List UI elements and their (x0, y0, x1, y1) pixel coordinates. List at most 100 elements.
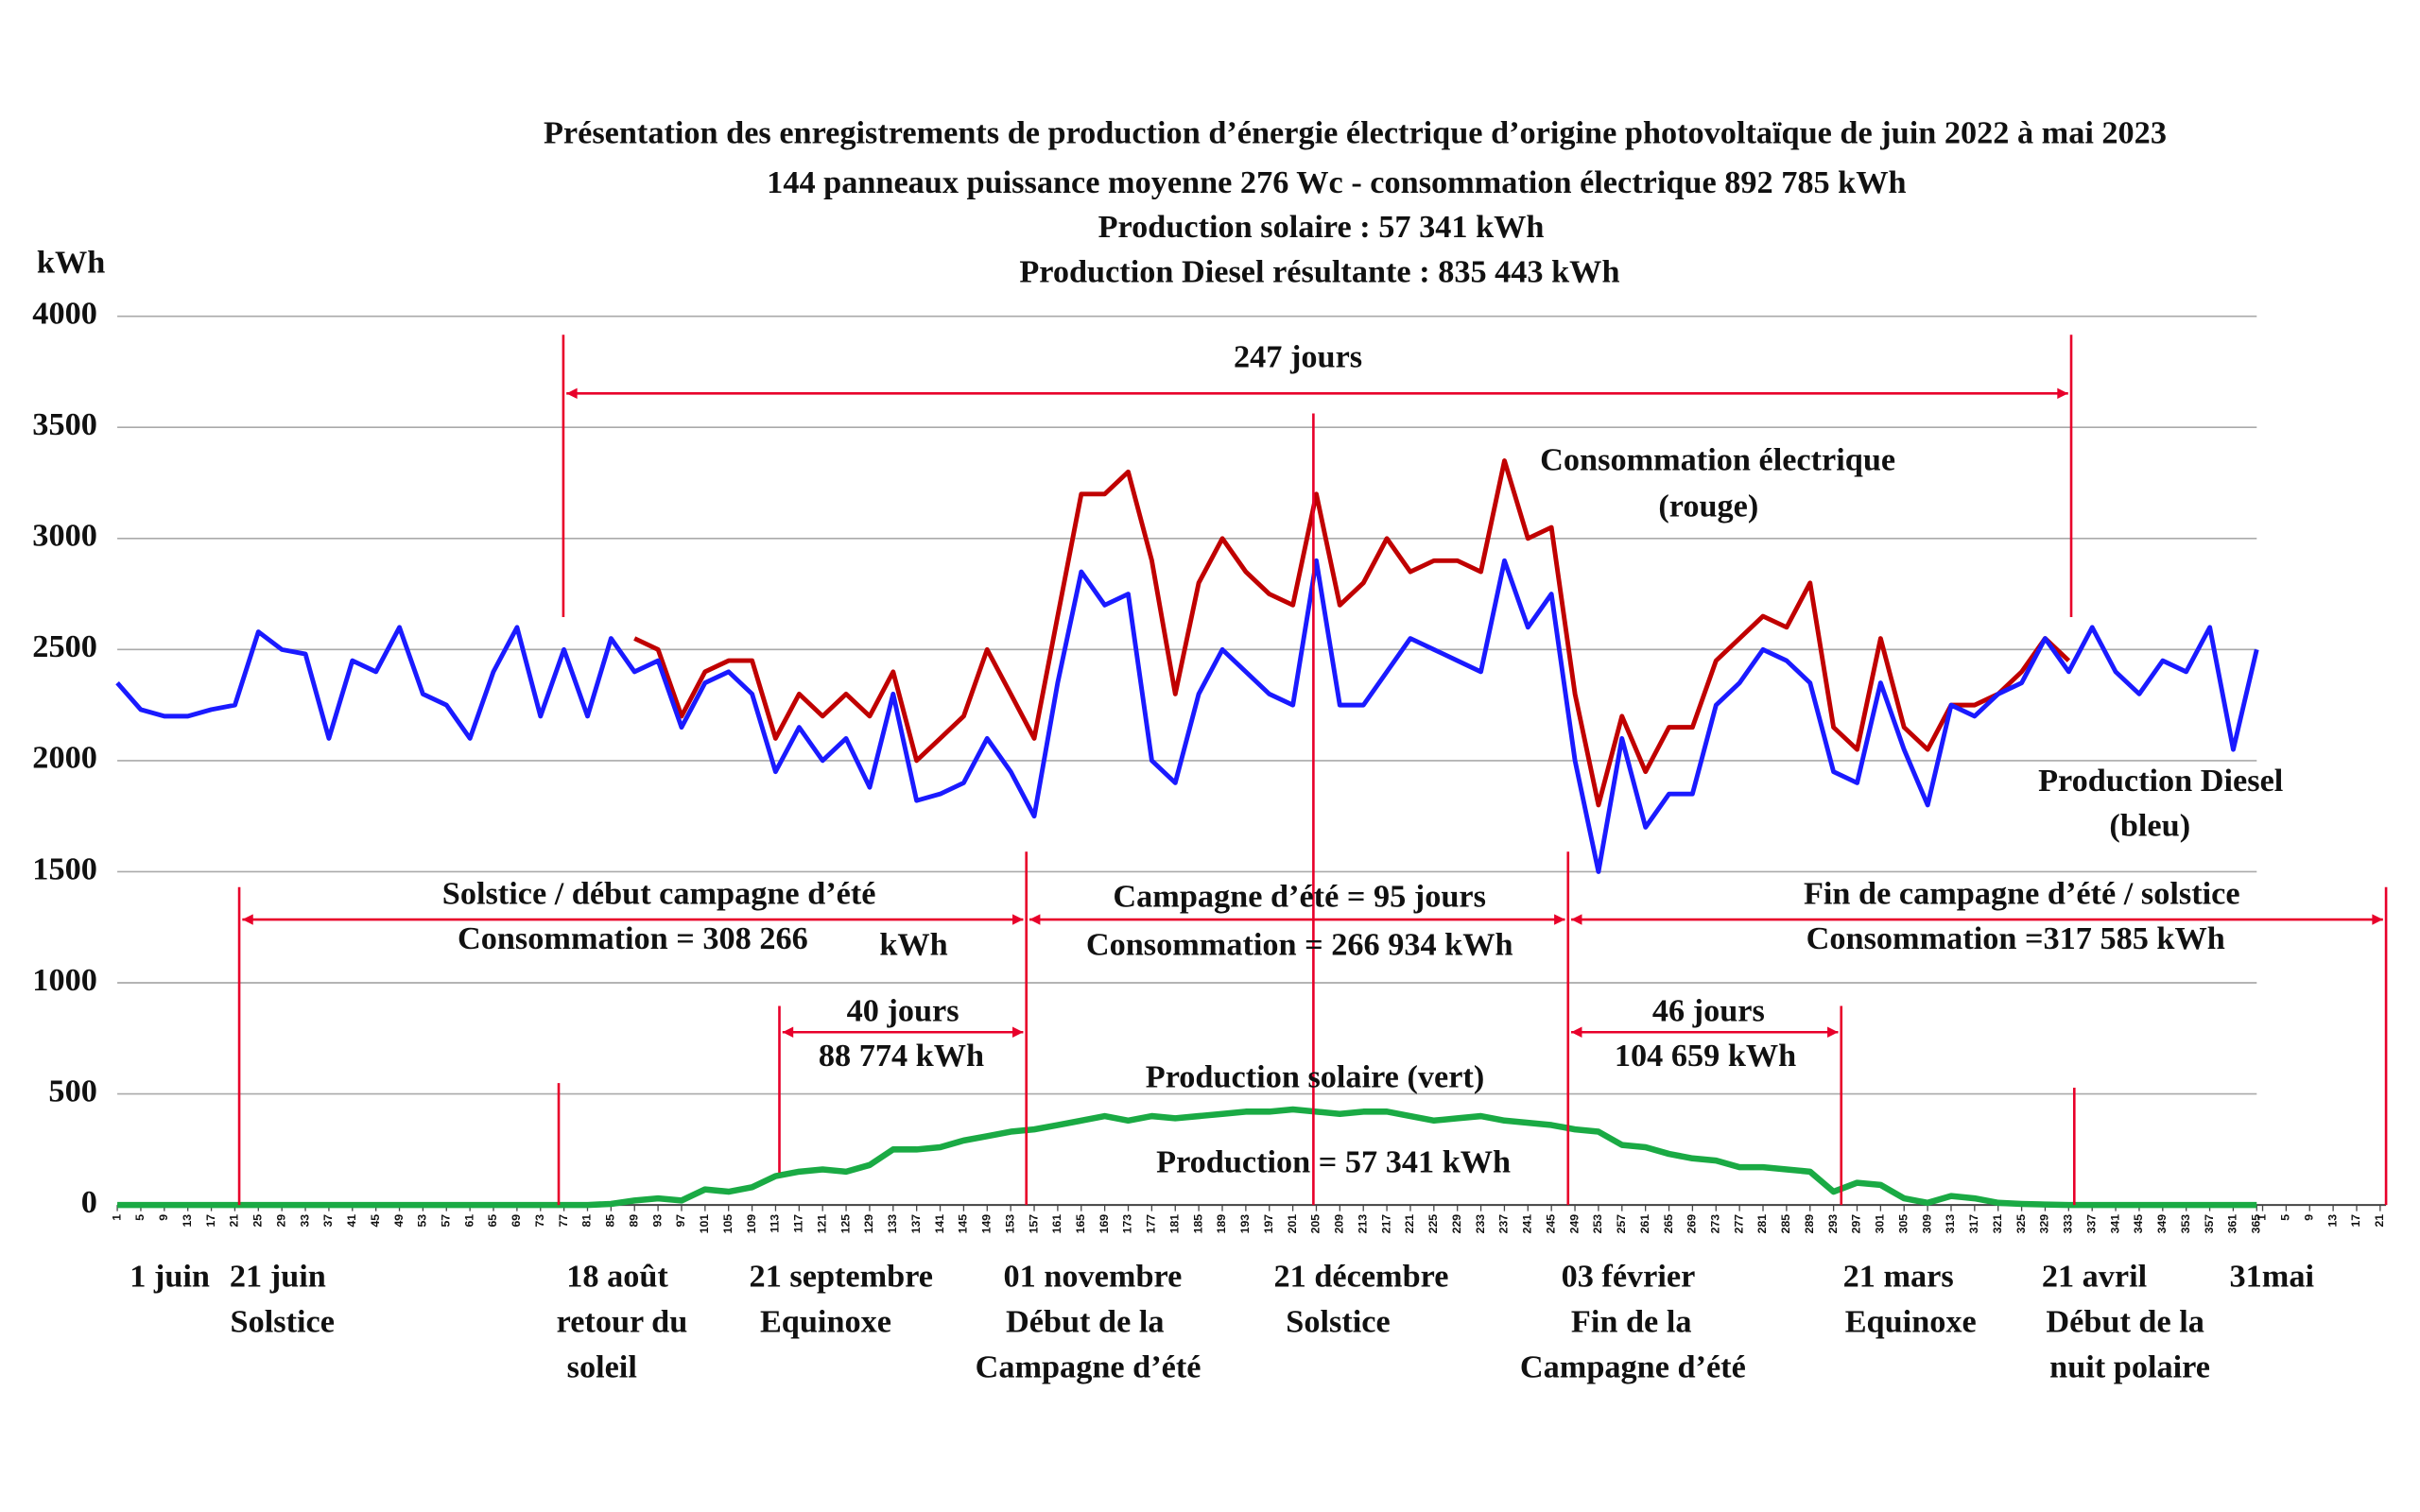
subtitle: 144 panneaux puissance moyenne 276 Wc - … (767, 164, 1906, 200)
x-tick-label: 105 (721, 1214, 735, 1234)
x-tick-label: 133 (886, 1214, 899, 1234)
x-tick-label: 17 (2349, 1214, 2362, 1228)
date-label: Solstice (231, 1303, 335, 1339)
x-tick-label: 201 (1286, 1214, 1299, 1234)
x-tick-label: 77 (557, 1214, 570, 1228)
x-tick-label: 5 (2279, 1214, 2292, 1221)
annotation: 104 659 kWh (1615, 1038, 1796, 1074)
annotation: Solstice / début campagne d’été (442, 875, 876, 911)
date-label: 31mai (2230, 1258, 2315, 1294)
annotation: 88 774 kWh (819, 1038, 984, 1074)
x-tick-label: 285 (1779, 1214, 1792, 1234)
x-tick-label: 69 (510, 1214, 523, 1228)
y-tick-label: 1000 (32, 962, 97, 998)
x-tick-label: 1 (2256, 1214, 2269, 1221)
x-tick-label: 289 (1803, 1214, 1816, 1234)
x-tick-label: 269 (1685, 1214, 1699, 1234)
y-tick-label: 3500 (32, 406, 97, 442)
x-tick-label: 117 (792, 1214, 805, 1233)
date-label: Equinoxe (1845, 1303, 1977, 1339)
x-tick-label: 293 (1826, 1214, 1840, 1234)
x-tick-label: 357 (2203, 1214, 2216, 1234)
x-tick-label: 181 (1167, 1214, 1181, 1234)
x-tick-label: 209 (1333, 1214, 1346, 1234)
x-tick-label: 261 (1638, 1214, 1651, 1234)
x-tick-label: 241 (1521, 1214, 1534, 1234)
x-tick-label: 345 (2132, 1214, 2145, 1234)
x-tick-label: 281 (1755, 1214, 1769, 1234)
x-tick-label: 113 (769, 1214, 782, 1233)
x-tick-label: 329 (2038, 1214, 2051, 1234)
x-tick-label: 317 (1967, 1214, 1980, 1234)
x-tick-label: 45 (369, 1214, 382, 1228)
date-label: 21 septembre (750, 1258, 933, 1294)
date-label: retour du (557, 1303, 688, 1339)
date-label: Solstice (1286, 1303, 1390, 1339)
x-tick-label: 37 (321, 1214, 335, 1228)
series-line (115, 558, 2259, 874)
x-tick-label: 73 (533, 1214, 546, 1228)
x-tick-label: 101 (698, 1214, 711, 1234)
date-label: 21 avril (2042, 1258, 2147, 1294)
annotation: Production = 57 341 kWh (1156, 1144, 1511, 1180)
x-tick-label: 17 (204, 1214, 217, 1228)
x-tick-label: 9 (2302, 1214, 2315, 1221)
annotation: 247 jours (1234, 338, 1362, 374)
date-label: 1 juin (130, 1258, 210, 1294)
x-tick-label: 141 (933, 1214, 946, 1234)
x-tick-label: 309 (1920, 1214, 1933, 1234)
date-label: Début de la (2046, 1303, 2204, 1339)
x-tick-label: 21 (228, 1214, 241, 1228)
x-tick-label: 349 (2155, 1214, 2169, 1234)
date-label: Fin de la (1571, 1303, 1692, 1339)
x-tick-label: 173 (1121, 1214, 1134, 1234)
x-tick-label: 353 (2179, 1214, 2192, 1234)
x-tick-label: 365 (2250, 1214, 2263, 1234)
series-line (117, 1106, 2257, 1209)
x-tick-label: 301 (1874, 1214, 1887, 1234)
x-tick-label: 121 (815, 1214, 828, 1234)
date-label: soleil (567, 1349, 637, 1385)
x-tick-label: 89 (627, 1214, 640, 1228)
x-tick-label: 205 (1309, 1214, 1322, 1234)
annotation: Consommation = 308 266 (458, 920, 808, 956)
x-tick-label: 165 (1074, 1214, 1087, 1234)
x-tick-label: 313 (1944, 1214, 1957, 1234)
x-tick-label: 53 (416, 1214, 429, 1228)
x-tick-label: 1 (110, 1214, 123, 1221)
y-tick-label: 2000 (32, 740, 97, 776)
date-label: Début de la (1006, 1303, 1165, 1339)
x-tick-label: 237 (1497, 1214, 1511, 1234)
x-tick-label: 33 (298, 1214, 311, 1228)
chart-title: Présentation des enregistrements de prod… (544, 115, 2167, 151)
x-tick-label: 9 (157, 1214, 170, 1221)
annotation: (rouge) (1658, 489, 1758, 524)
annotation-lines (237, 335, 2388, 1206)
date-label: Campagne d’été (976, 1349, 1201, 1385)
date-label: nuit polaire (2049, 1349, 2210, 1385)
x-tick-label: 277 (1732, 1214, 1745, 1234)
subtitle: Production solaire : 57 341 kWh (1098, 209, 1545, 245)
x-tick-label: 197 (1262, 1214, 1275, 1234)
annotation: Fin de campagne d’été / solstice (1804, 875, 2240, 911)
x-tick-label: 129 (862, 1214, 875, 1234)
x-tick-label: 13 (181, 1214, 194, 1228)
x-tick-label: 221 (1403, 1214, 1416, 1234)
y-tick-label: 3000 (32, 518, 97, 554)
x-tick-label: 41 (345, 1214, 358, 1228)
date-label: 21 juin (230, 1258, 326, 1294)
x-tick-label: 161 (1050, 1214, 1063, 1234)
annotation: Production solaire (vert) (1146, 1059, 1484, 1095)
annotation: 46 jours (1652, 993, 1765, 1029)
annotation: Consommation électrique (1540, 442, 1895, 478)
x-tick-label: 257 (1615, 1214, 1628, 1234)
x-tick-label: 321 (1991, 1214, 2004, 1234)
x-tick-label: 245 (1544, 1214, 1557, 1234)
x-tick-label: 325 (2014, 1214, 2028, 1234)
x-tick-label: 97 (674, 1214, 687, 1228)
x-tick-label: 213 (1356, 1214, 1369, 1234)
x-tick-label: 233 (1474, 1214, 1487, 1234)
x-tick-label: 49 (392, 1214, 406, 1228)
x-tick-label: 65 (486, 1214, 499, 1228)
